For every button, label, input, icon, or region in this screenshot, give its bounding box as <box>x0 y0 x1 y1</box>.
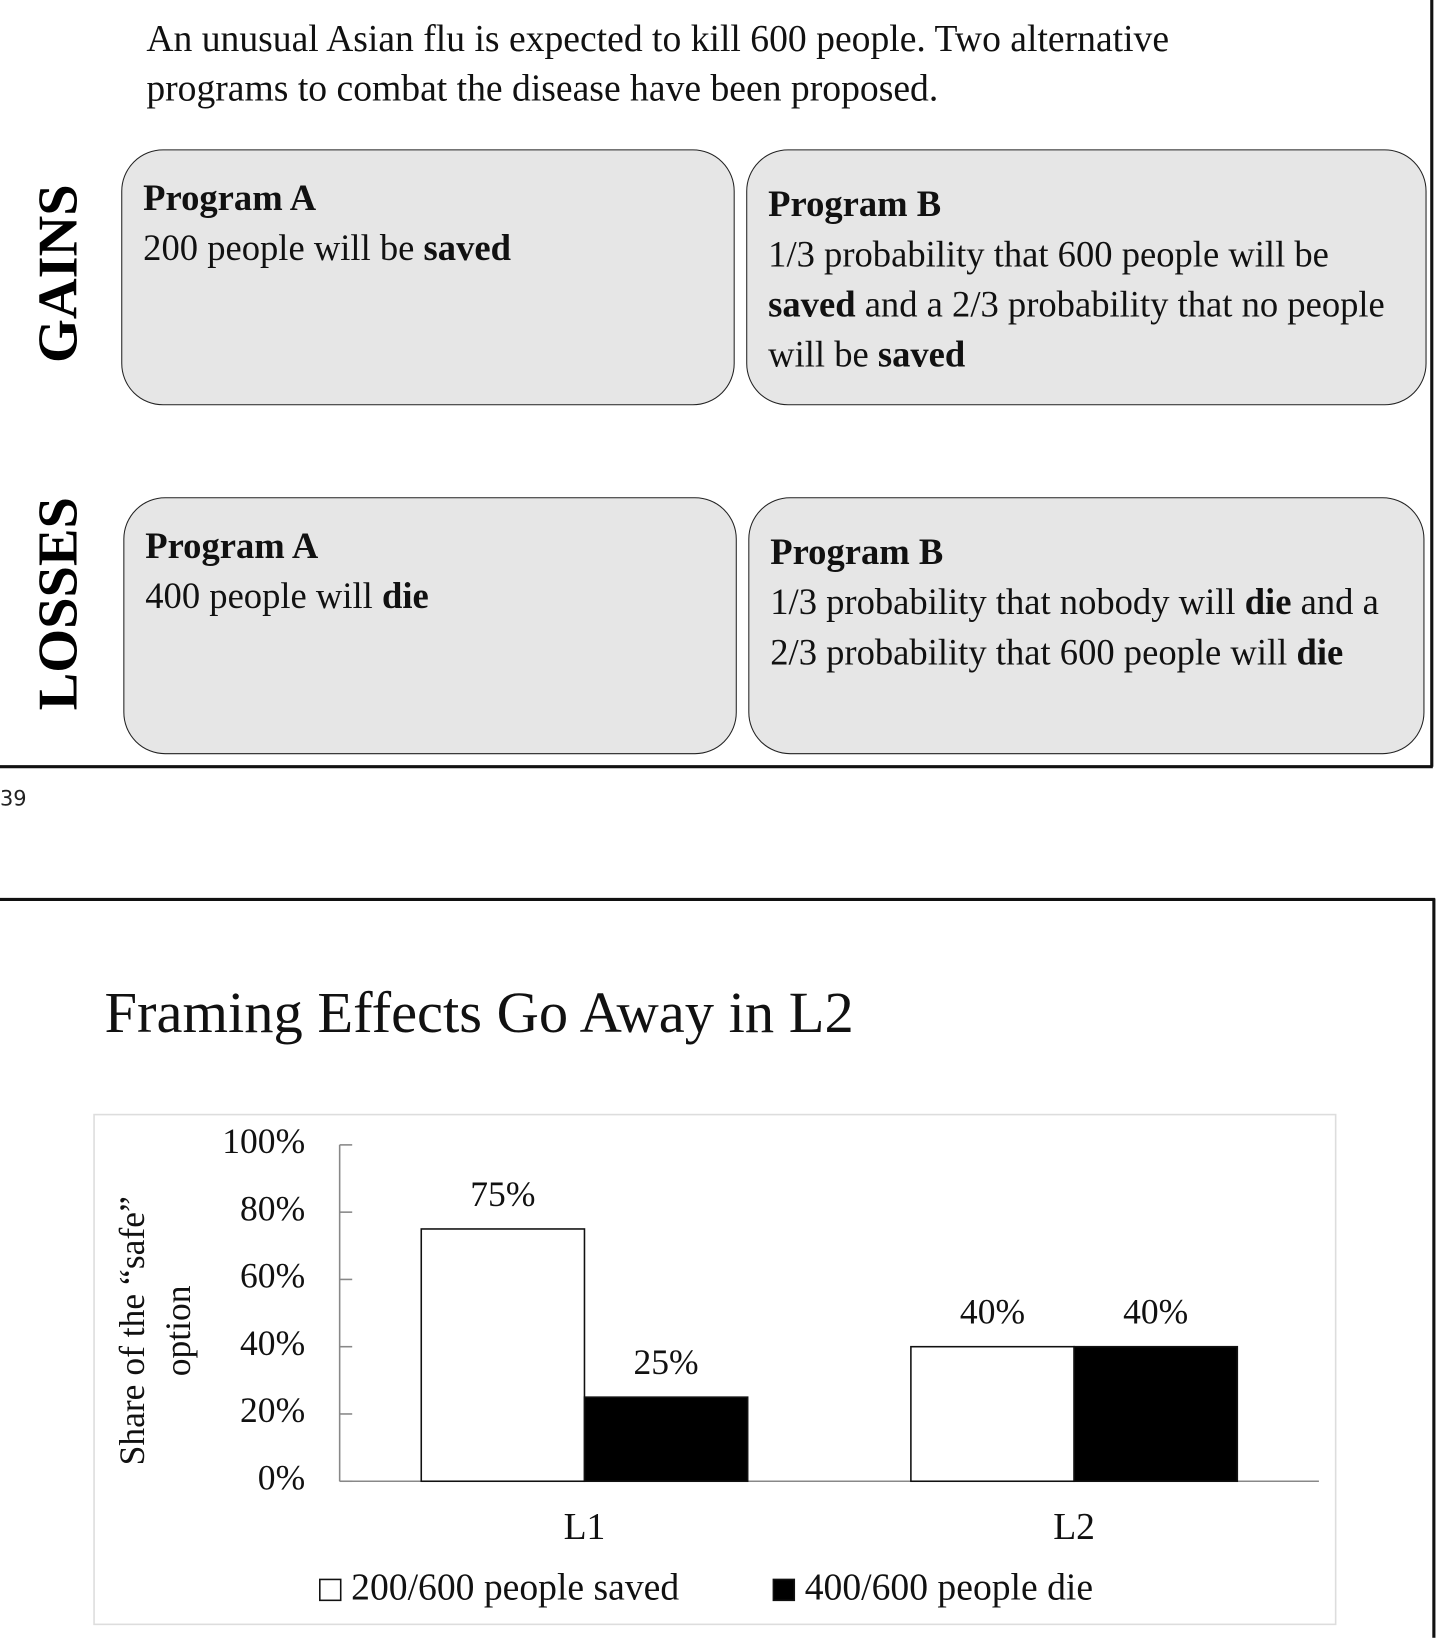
row-label: LOSSES <box>26 497 89 711</box>
program-box: Program B 1/3 probability that 600 people… <box>746 149 1427 406</box>
program-text-run: saved <box>768 284 856 325</box>
program-text-run: die <box>1244 581 1292 623</box>
value-label: 25% <box>634 1342 699 1382</box>
bar <box>583 1396 749 1483</box>
y-tick-label: 60% <box>240 1256 305 1296</box>
program-text: 1/3 probability that nobody will die and… <box>770 578 1402 678</box>
program-title: Program B <box>768 183 942 225</box>
y-axis-label: Share of the “safe” option <box>113 1196 199 1466</box>
bar <box>420 1228 586 1483</box>
program-text-run: saved <box>877 334 966 376</box>
bar <box>910 1345 1075 1483</box>
row-label: GAINS <box>26 184 89 364</box>
program-title: Program B <box>770 531 944 573</box>
y-tick-label: 100% <box>222 1121 305 1161</box>
program-text-run: and a 2/3 probability that no people wil… <box>768 284 1394 376</box>
program-text-run: 200 people will be <box>143 227 424 269</box>
program-text-run: 1/3 probability that 600 people will be <box>768 233 1339 275</box>
value-label: 40% <box>960 1292 1025 1332</box>
page-number: 39 <box>0 785 27 811</box>
y-tick-label: 80% <box>240 1188 305 1228</box>
program-box: Program B 1/3 probability that nobody wil… <box>748 497 1425 755</box>
program-text-run: saved <box>423 227 511 269</box>
intro-text: An unusual Asian flu is expected to kill… <box>146 17 1170 109</box>
bar <box>1073 1345 1239 1483</box>
program-text-run: 400 people will <box>145 575 382 617</box>
value-label: 75% <box>470 1174 535 1214</box>
legend-label: 400/600 people die <box>805 1567 1093 1609</box>
y-tick-label: 40% <box>240 1323 305 1363</box>
value-label: 40% <box>1123 1292 1188 1332</box>
program-text-run: 1/3 probability that nobody will <box>770 581 1245 623</box>
y-tick-label: 20% <box>240 1390 305 1430</box>
program-text: 400 people will die <box>145 571 715 621</box>
program-text-run: die <box>1296 631 1344 673</box>
legend-label: 200/600 people saved <box>351 1567 679 1609</box>
program-title: Program A <box>143 177 317 219</box>
x-tick-label: L2 <box>1053 1506 1095 1548</box>
program-text: 1/3 probability that 600 people will be … <box>768 230 1404 380</box>
legend-swatch <box>319 1578 342 1602</box>
x-tick-label: L1 <box>564 1506 606 1548</box>
program-box: Program A 200 people will be saved <box>121 149 735 406</box>
program-text-run: and a 2/3 probability that 600 people wi… <box>770 581 1388 673</box>
chart-title: Framing Effects Go Away in L2 <box>105 980 854 1045</box>
program-title: Program A <box>145 525 319 567</box>
program-box: Program A 400 people will die <box>123 497 737 755</box>
legend-swatch <box>772 1578 796 1602</box>
y-tick-label: 0% <box>258 1457 305 1497</box>
program-text-run: die <box>381 575 429 617</box>
program-text: 200 people will be saved <box>143 224 713 274</box>
